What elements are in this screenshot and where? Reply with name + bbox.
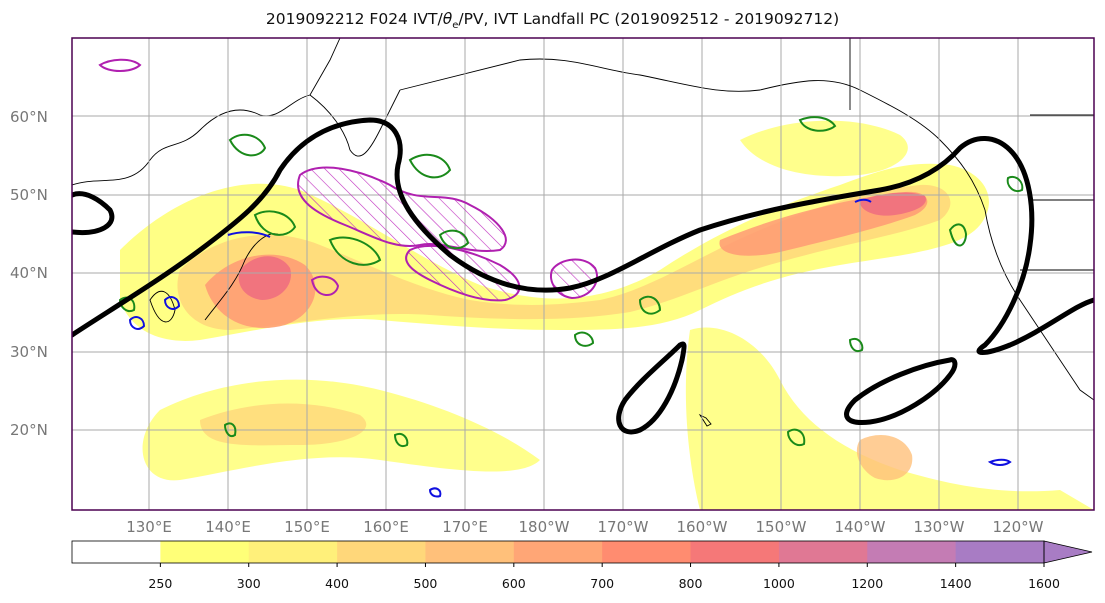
colorbar-segment: [160, 541, 250, 563]
theta-e-7: [573, 331, 595, 347]
theta-e-12: [223, 422, 237, 437]
lon-label: 130°E: [126, 518, 172, 536]
blue-1: [128, 316, 146, 330]
lon-label: 160°W: [676, 518, 728, 536]
colorbar-tick-label: 600: [501, 576, 526, 591]
colorbar-segment: [72, 541, 161, 563]
black-contour-main: [72, 117, 1094, 355]
theta-e-13: [393, 433, 409, 447]
theta-e-15: [848, 338, 864, 352]
ivt-south-inner: [200, 403, 367, 446]
lon-label: 150°W: [755, 518, 807, 536]
colorbar-tick-label: 500: [413, 576, 438, 591]
theta-e-11: [786, 428, 806, 446]
theta-e-3: [328, 236, 382, 266]
ivt-band-600: [205, 191, 928, 329]
black-contours: [72, 117, 1094, 435]
colorbar-segment: [602, 541, 692, 563]
lon-label: 140°E: [205, 518, 251, 536]
blue-2: [163, 296, 181, 310]
map-title: 2019092212 F024 IVT/θe/PV, IVT Landfall …: [0, 10, 1105, 31]
map-content: [72, 38, 1094, 510]
colorbar: [71, 540, 1093, 567]
colorbar-extend-arrow: [1043, 540, 1093, 564]
blue-contours: [128, 198, 1012, 498]
colorbar-segment: [778, 541, 868, 563]
theta-e-1: [228, 133, 267, 157]
colorbar-segment: [955, 541, 1045, 563]
lat-label: 30°N: [10, 343, 48, 361]
na-west-coast: [984, 209, 1094, 401]
colorbar-segment: [867, 541, 957, 563]
theta-e-4: [408, 153, 452, 179]
colorbar-tick-label: 1400: [939, 576, 972, 591]
theta-e-9: [1006, 176, 1024, 192]
theta-symbol: θ: [442, 10, 453, 28]
lon-label: 170°W: [597, 518, 649, 536]
colorbar-tick-label: 400: [325, 576, 350, 591]
lon-label: 170°E: [442, 518, 488, 536]
lon-label: 140°W: [834, 518, 886, 536]
theta-e-6: [638, 295, 662, 315]
lat-label: 40°N: [10, 264, 48, 282]
colorbar-tick-label: 700: [590, 576, 615, 591]
ivt-east-pacific-core: [856, 435, 913, 481]
japan-coast: [204, 233, 281, 321]
blue-6: [428, 487, 442, 498]
colorbar-segment: [513, 541, 603, 563]
black-contour-loop-east: [844, 357, 958, 426]
kamchatka-coast: [309, 89, 401, 157]
theta-e-8: [948, 223, 968, 247]
pv-region-center: [405, 244, 521, 302]
pv-small-2: [310, 275, 340, 296]
map-frame: [71, 37, 1095, 511]
colorbar-segment: [690, 541, 780, 563]
black-contour-west: [72, 191, 115, 236]
lat-label: 50°N: [10, 186, 48, 204]
colorbar-tick-label: 1000: [763, 576, 795, 591]
lat-label: 60°N: [10, 108, 48, 126]
title-suffix: /PV, IVT Landfall PC (2019092512 - 20190…: [458, 10, 840, 28]
colorbar-tick-label: 300: [236, 576, 261, 591]
theta-subscript: e: [452, 20, 459, 32]
colorbar-tick-label: 800: [678, 576, 703, 591]
colorbar-border: [71, 540, 1045, 564]
lon-label: 180°W: [518, 518, 570, 536]
blue-3: [227, 231, 271, 238]
lat-label: 20°N: [10, 421, 48, 439]
korea-coast: [149, 290, 176, 323]
lon-label: 150°E: [284, 518, 330, 536]
hawaii: [698, 413, 712, 427]
lon-label: 130°W: [913, 518, 965, 536]
theta-e-2: [253, 210, 297, 236]
asia-coast: [72, 38, 341, 186]
colorbar-tick-label: 1200: [851, 576, 884, 591]
lon-label: 160°E: [363, 518, 409, 536]
theta-e-contours: [118, 116, 1024, 447]
theta-e-10: [798, 116, 837, 132]
colorbar-segment: [248, 541, 338, 563]
ivt-gulf-alaska: [740, 120, 908, 177]
colorbar-segment: [425, 541, 515, 563]
blue-4: [854, 198, 872, 203]
theta-e-5: [438, 229, 470, 250]
colorbar-segment: [337, 541, 426, 563]
pv-small-1: [98, 58, 142, 72]
pv-region-dateline: [550, 258, 598, 300]
canada-borders: [849, 38, 1094, 271]
blue-5: [987, 458, 1012, 466]
colorbar-tick-label: 1600: [1028, 576, 1060, 591]
title-prefix: 2019092212 F024 IVT/: [265, 10, 443, 28]
black-contour-loop-central: [616, 341, 687, 435]
ivt-band-300: [177, 184, 951, 330]
ivt-east-pacific: [685, 327, 1094, 510]
lon-label: 120°W: [992, 518, 1044, 536]
colorbar-tick-label: 250: [148, 576, 173, 591]
